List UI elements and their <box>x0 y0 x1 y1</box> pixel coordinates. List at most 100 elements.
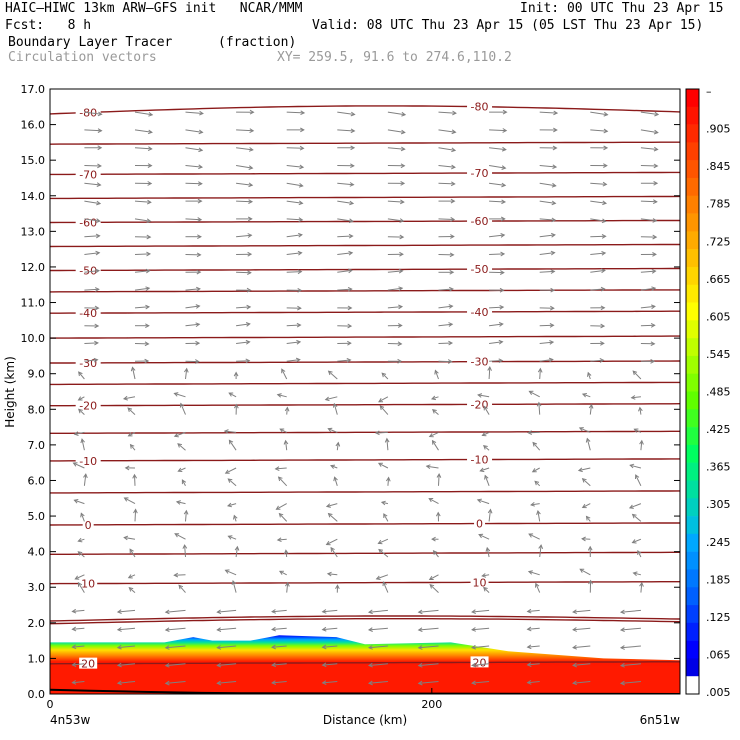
vector-head <box>124 465 130 471</box>
vector-head <box>367 662 373 668</box>
vector-head <box>324 396 330 402</box>
vector-head <box>380 500 386 506</box>
vector-head <box>528 533 534 538</box>
vector-head <box>77 551 83 556</box>
vector-head <box>397 323 403 328</box>
vector-head <box>195 340 201 346</box>
vector-head <box>450 216 456 222</box>
vector-shaft <box>483 587 490 593</box>
vector-head <box>248 147 254 152</box>
vector-shaft <box>128 431 136 437</box>
vector-head <box>77 581 83 587</box>
vector-shaft <box>165 609 186 613</box>
y-tick-label: 9.0 <box>28 368 46 381</box>
vector-shaft <box>286 218 303 221</box>
vector-shaft <box>285 440 288 451</box>
colorbar-swatch <box>686 427 699 446</box>
vector-shaft <box>387 129 405 133</box>
colorbar-label: – <box>706 85 712 98</box>
vector-head <box>399 251 404 257</box>
vector-shaft <box>529 390 540 398</box>
vector-shaft <box>337 182 354 186</box>
contour--10 <box>50 458 680 462</box>
vector-shaft <box>74 499 85 505</box>
vector-head <box>587 545 593 551</box>
vector-head <box>654 111 660 117</box>
vector-head <box>249 128 255 134</box>
vector-head <box>398 286 404 292</box>
vector-head <box>471 662 476 668</box>
vector-head <box>578 427 584 432</box>
vector-shaft <box>368 645 388 649</box>
vector-shaft <box>84 342 98 344</box>
colorbar-label: .245 <box>706 536 731 549</box>
vector-head <box>133 508 138 514</box>
vector-shaft <box>489 323 503 327</box>
vector-head <box>330 546 335 552</box>
vector-head <box>552 145 558 151</box>
vector-shaft <box>535 583 541 593</box>
y-tick-label: 15.0 <box>21 154 46 167</box>
vector-head <box>123 497 129 502</box>
vector-head <box>177 467 183 472</box>
vector-head <box>399 199 405 205</box>
vector-shaft <box>387 200 404 203</box>
vector-head <box>601 234 607 239</box>
vector-shaft <box>378 549 389 558</box>
vector-head <box>275 505 281 510</box>
vector-head <box>551 232 556 238</box>
vector-shaft <box>286 582 289 593</box>
vector-shaft <box>165 645 186 649</box>
vector-shaft <box>387 270 403 273</box>
contour-label: -60 <box>79 216 97 229</box>
vector-shaft <box>185 111 203 114</box>
vector-head <box>600 341 605 346</box>
vector-head <box>144 358 150 364</box>
vector-head <box>377 539 383 545</box>
vector-shaft <box>328 428 338 433</box>
contour-label: -50 <box>79 264 97 277</box>
vector-shaft <box>134 253 151 255</box>
vector-head <box>451 129 457 135</box>
vector-head <box>538 544 544 549</box>
vector-head <box>601 250 607 256</box>
vector-shaft <box>134 147 152 150</box>
vector-head <box>572 627 577 632</box>
contour-20 <box>50 661 680 665</box>
vector-head <box>526 608 532 614</box>
vector-shaft <box>438 218 455 220</box>
vector-shaft <box>488 509 491 522</box>
vector-shaft <box>387 147 405 150</box>
vector-head <box>653 163 659 169</box>
vector-head <box>216 680 222 686</box>
vector-head <box>298 183 304 188</box>
vector-shaft <box>630 464 642 469</box>
vector-shaft <box>84 359 98 362</box>
vector-shaft <box>217 609 237 613</box>
colorbar-swatch <box>686 266 699 286</box>
vector-shaft <box>573 627 591 631</box>
vector-head <box>526 626 532 632</box>
vector-shaft <box>635 474 642 487</box>
colorbar-label: .065 <box>706 648 731 661</box>
contour-label-bg <box>470 576 489 588</box>
vector-head <box>130 366 136 372</box>
vector-shaft <box>573 645 591 649</box>
vector-head <box>551 182 557 188</box>
vector-head <box>300 127 305 133</box>
vector-head <box>296 339 302 345</box>
forecast-hour: Fcst: 8 h <box>5 18 92 33</box>
vector-head <box>650 358 656 364</box>
vector-shaft <box>236 341 250 344</box>
vector-head <box>603 145 609 151</box>
vector-head <box>375 575 381 580</box>
colorbar-swatch <box>686 462 699 481</box>
vector-shaft <box>539 218 556 221</box>
y-tick-label: 8.0 <box>28 403 46 416</box>
vector-shaft <box>165 663 186 667</box>
vector-shaft <box>286 147 304 149</box>
colorbar-swatch <box>686 658 699 677</box>
vector-shaft <box>382 581 389 593</box>
colorbar-label: .125 <box>706 611 731 624</box>
vector-head <box>77 537 83 543</box>
